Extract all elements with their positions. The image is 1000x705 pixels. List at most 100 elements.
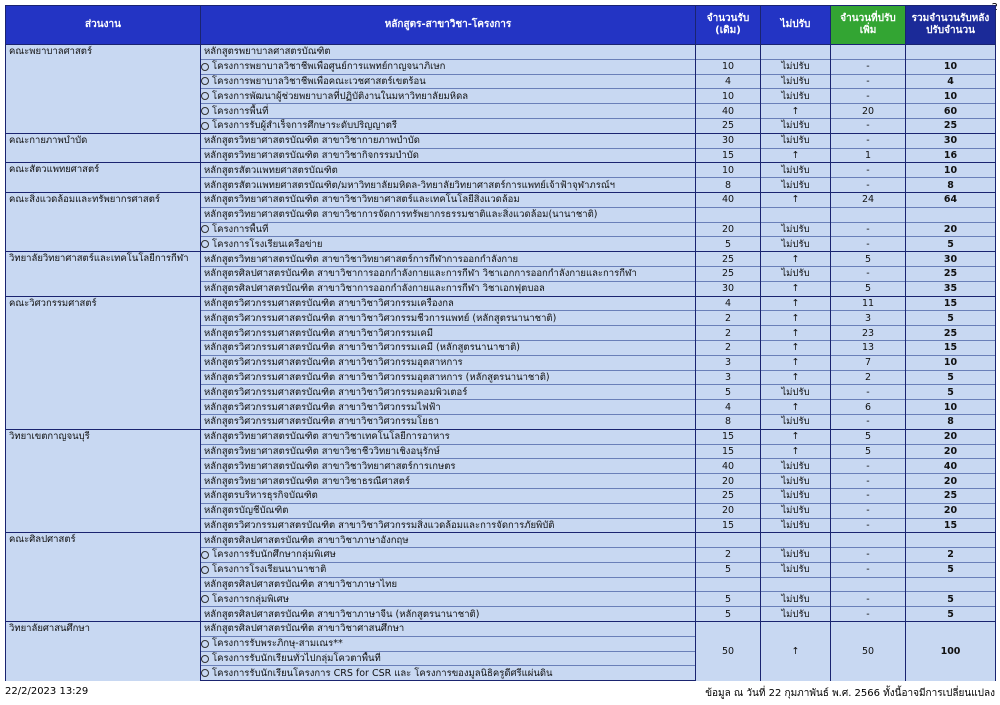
total-cell <box>905 532 996 548</box>
project-cell: โครงการโรงเรียนนานาชาติ <box>200 561 696 578</box>
program-cell: หลักสูตรวิทยาศาสตรบัณฑิต สาขาวิชาวิทยาศา… <box>200 458 696 474</box>
original-cell: 4 <box>695 295 761 311</box>
total-cell <box>905 206 996 223</box>
table-row: วิทยาเขตกาญจนบุรี หลักสูตรวิทยาศาสตรบัณฑิ… <box>5 428 996 533</box>
total-cell: 5 <box>905 369 996 385</box>
added-cell: 50 <box>830 621 906 681</box>
bullet-icon <box>201 92 209 101</box>
adjust-cell: ไม่ปรับ <box>760 458 831 474</box>
adjust-cell: ไม่ปรับ <box>760 591 831 607</box>
total-cell: 5 <box>905 561 996 578</box>
table-row: โครงการกลุ่มพิเศษ 5 ไม่ปรับ -5 <box>6 591 996 607</box>
added-cell: - <box>830 561 906 578</box>
total-cell: 10 <box>905 162 996 178</box>
total-cell: 20 <box>905 428 996 445</box>
faculty-cell: คณะสิ่งแวดล้อมและทรัพยากรศาสตร์ <box>5 191 201 252</box>
added-cell: 5 <box>830 251 906 267</box>
original-cell: 50 <box>695 621 761 681</box>
original-cell: 8 <box>695 177 761 193</box>
program-cell: หลักสูตรวิศวกรรมศาสตรบัณฑิต สาขาวิชาวิศว… <box>200 354 696 371</box>
program-name: หลักสูตรศิลปศาสตรบัณฑิต สาขาวิชาภาษาไทย <box>204 579 398 591</box>
program-name: หลักสูตรวิทยาศาสตรบัณฑิต สาขาวิชาวิทยาศา… <box>204 194 520 206</box>
table-row: หลักสูตรวิศวกรรมศาสตรบัณฑิต สาขาวิชาวิศว… <box>6 325 996 341</box>
original-cell: 5 <box>695 561 761 578</box>
adjust-cell: ↑ <box>760 295 831 311</box>
added-cell <box>830 576 906 592</box>
original-cell: 20 <box>695 221 761 237</box>
program-name: หลักสูตรศิลปศาสตรบัณฑิต สาขาวิชาการออกกำ… <box>204 268 637 280</box>
program-cell: หลักสูตรวิทยาศาสตรบัณฑิต สาขาวิชากายภาพบ… <box>200 132 696 149</box>
original-cell: 4 <box>695 73 761 89</box>
project-cell: โครงการรับนักเรียนโครงการ CRS for CSR แล… <box>200 665 696 682</box>
total-cell: 5 <box>905 310 996 326</box>
adjust-cell: ↑ <box>760 251 831 267</box>
program-cell: หลักสูตรวิศวกรรมศาสตรบัณฑิต สาขาวิชาวิศว… <box>200 295 696 311</box>
quota-table: ส่วนงาน หลักสูตร-สาขาวิชา-โครงการ จำนวนร… <box>5 5 996 682</box>
program-cell: หลักสูตรวิทยาศาสตรบัณฑิต สาขาวิชาชีววิทย… <box>200 443 696 459</box>
total-cell: 10 <box>905 399 996 415</box>
project-name: โครงการกลุ่มพิเศษ <box>212 593 290 605</box>
original-cell: 25 <box>695 251 761 267</box>
table-row: คณะศิลปศาสตร์ หลักสูตรศิลปศาสตรบัณฑิต สาข… <box>5 532 996 622</box>
added-cell: - <box>830 413 906 430</box>
table-row: โครงการพยาบาลวิชาชีพเพื่อศูนย์การแพทย์กา… <box>6 58 996 75</box>
table-row: โครงการรับนักเรียนโครงการ CRS for CSR แล… <box>6 665 996 682</box>
table-row: หลักสูตรวิทยาศาสตรบัณฑิต สาขาวิชาธรณีศาส… <box>6 473 996 489</box>
total-cell: 40 <box>905 458 996 474</box>
adjust-cell: ไม่ปรับ <box>760 502 831 518</box>
total-cell: 25 <box>905 117 996 134</box>
added-cell <box>830 532 906 548</box>
program-cell: หลักสูตรศิลปศาสตรบัณฑิต สาขาวิชาศาสนศึกษ… <box>200 621 696 637</box>
adjust-cell: ↑ <box>760 443 831 459</box>
table-row: คณะพยาบาลศาสตร์ หลักสูตรพยาบาลศาสตรบัณฑิต <box>5 44 996 134</box>
header-cell: รวมจำนวนรับหลังปรับจำนวน <box>905 5 996 45</box>
table-row: โครงการพื้นที่ 40 ↑ 20 60 <box>6 103 996 119</box>
original-cell: 40 <box>695 458 761 474</box>
total-cell: 35 <box>905 280 996 297</box>
table-row: หลักสูตรวิทยาศาสตรบัณฑิต สาขาวิชากิจกรรม… <box>6 147 996 163</box>
original-cell: 2 <box>695 339 761 356</box>
table-row: หลักสูตรศิลปศาสตรบัณฑิต สาขาวิชาภาษาจีน … <box>6 606 996 622</box>
program-cell: หลักสูตรสัตวแพทยศาสตรบัณฑิต/มหาวิทยาลัยม… <box>200 177 696 193</box>
total-cell: 15 <box>905 339 996 356</box>
original-cell: 40 <box>695 103 761 119</box>
original-cell: 10 <box>695 162 761 178</box>
bullet-icon <box>201 639 209 648</box>
project-cell: โครงการรับนักศึกษากลุ่มพิเศษ <box>200 547 696 563</box>
adjust-cell <box>760 532 831 548</box>
program-name: หลักสูตรบัญชีบัณฑิต <box>204 505 289 517</box>
added-cell <box>830 44 906 60</box>
table-row: หลักสูตรวิศวกรรมศาสตรบัณฑิต สาขาวิชาวิศว… <box>6 399 996 415</box>
table-row: หลักสูตรวิทยาศาสตรบัณฑิต สาขาวิชาชีววิทย… <box>6 443 996 459</box>
adjust-cell: ↑ <box>760 428 831 445</box>
added-cell: - <box>830 132 906 149</box>
header-cell: จำนวนที่ปรับเพิ่ม <box>830 5 906 45</box>
program-name: หลักสูตรศิลปศาสตรบัณฑิต สาขาวิชาภาษาจีน … <box>204 608 480 620</box>
added-cell: - <box>830 606 906 622</box>
added-cell: - <box>830 547 906 563</box>
adjust-cell: ↑ <box>760 280 831 297</box>
program-name: หลักสูตรวิทยาศาสตรบัณฑิต สาขาวิชากายภาพบ… <box>204 135 420 147</box>
faculty-cell: คณะวิศวกรรมศาสตร์ <box>5 295 201 430</box>
footer-note: ข้อมูล ณ วันที่ 22 กุมภาพันธ์ พ.ศ. 2566 … <box>705 688 995 699</box>
added-cell: 1 <box>830 147 906 163</box>
adjust-cell: ไม่ปรับ <box>760 547 831 563</box>
added-cell: - <box>830 88 906 104</box>
adjust-cell: ไม่ปรับ <box>760 517 831 533</box>
table-row: หลักสูตรวิศวกรรมศาสตรบัณฑิต สาขาวิชาวิศว… <box>6 369 996 385</box>
total-cell: 25 <box>905 265 996 282</box>
program-cell: หลักสูตรวิทยาศาสตรบัณฑิต สาขาวิชาเทคโนโล… <box>200 428 696 445</box>
bullet-icon <box>201 240 209 249</box>
added-cell: - <box>830 117 906 134</box>
faculty-cell: คณะศิลปศาสตร์ <box>5 532 201 622</box>
total-cell: 8 <box>905 413 996 430</box>
original-cell: 15 <box>695 443 761 459</box>
table-row: หลักสูตรวิทยาศาสตรบัณฑิต สาขาวิชาวิทยาศา… <box>6 458 996 474</box>
faculty-cell: วิทยาลัยศาสนศึกษา <box>5 621 201 681</box>
table-row: หลักสูตรศิลปศาสตรบัณฑิต สาขาวิชาการออกกำ… <box>6 280 996 297</box>
adjust-cell: ไม่ปรับ <box>760 606 831 622</box>
original-cell: 25 <box>695 265 761 282</box>
added-cell: - <box>830 487 906 504</box>
timestamp: 22/2/2023 13:29 <box>5 686 89 697</box>
adjust-cell: ↑ <box>760 354 831 371</box>
